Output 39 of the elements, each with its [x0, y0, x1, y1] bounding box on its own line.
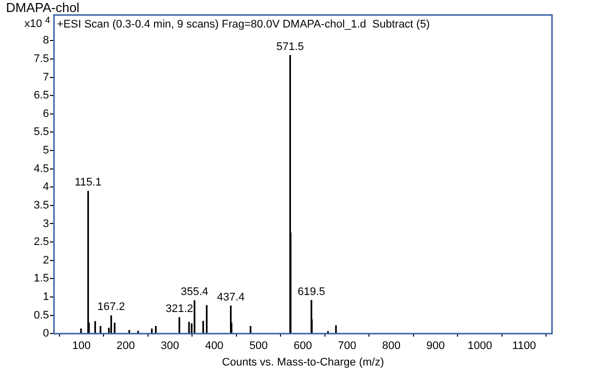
y-tick-label: 1.5	[34, 272, 49, 285]
annotation: 571.5	[276, 40, 304, 53]
x-tick-label: 700	[338, 340, 356, 352]
annotation: 619.5	[298, 286, 326, 298]
y-tick-label: 4	[42, 181, 49, 194]
annotation: 115.1	[74, 176, 102, 189]
x-axis-title: Counts vs. Mass-to-Charge (m/z)	[222, 356, 384, 368]
chart-title: DMAPA-chol	[6, 0, 80, 16]
y-tick-label: 5	[42, 144, 49, 157]
x-tick-label: 500	[249, 340, 268, 352]
y-tick-label: 0	[42, 328, 49, 340]
x-tick-label: 300	[160, 340, 180, 352]
annotation: 355.4	[180, 286, 208, 298]
y-tick-label: 6.5	[34, 90, 49, 102]
x-tick-label: 800	[382, 340, 400, 352]
annotation: 167.2	[97, 301, 125, 314]
y-axis-title: x104	[24, 15, 50, 30]
annotation: 321.2	[166, 303, 194, 316]
y-tick-label: 5.5	[34, 126, 49, 138]
x-tick-label: 100	[72, 340, 91, 352]
y-tick-label: 2	[42, 254, 49, 266]
annotation: 437.4	[217, 291, 245, 304]
y-tick-label: 4.5	[34, 162, 49, 175]
x-tick-label: 400	[205, 340, 224, 352]
y-tick-label: 6	[42, 108, 49, 120]
y-tick-label: 7	[42, 71, 49, 84]
y-tick-label: 3	[42, 218, 49, 230]
y-tick-label: 8	[42, 34, 49, 47]
chart-subtitle: +ESI Scan (0.3-0.4 min, 9 scans) Frag=80.0V DMAPA-chol_1.d Subtract (5)	[57, 18, 430, 31]
y-tick-label: 2.5	[34, 236, 49, 248]
x-tick-label: 900	[426, 340, 445, 352]
y-tick-label: 1	[42, 291, 49, 304]
y-tick-label: 7.5	[34, 52, 49, 65]
x-tick-label: 600	[294, 340, 312, 352]
x-tick-label: 200	[116, 340, 135, 352]
y-tick-label: 0.5	[34, 309, 49, 322]
y-tick-label: 3.5	[34, 199, 49, 212]
x-tick-label: 1100	[512, 340, 536, 352]
x-tick-label: 1000	[468, 340, 492, 352]
